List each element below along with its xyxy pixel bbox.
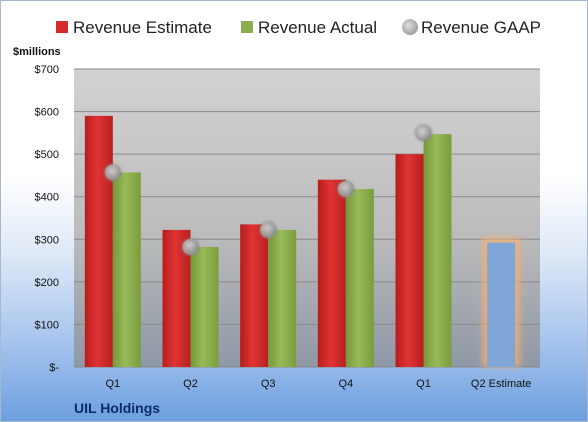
y-tick-label: $500: [35, 149, 59, 161]
legend-swatch: [241, 21, 253, 33]
legend: Revenue Estimate Revenue Actual Revenue GA…: [56, 18, 541, 37]
projection-bar: [487, 242, 516, 367]
gaap-markers: [103, 123, 433, 256]
gaap-marker: [260, 221, 277, 238]
estimate-bar: [84, 115, 113, 367]
legend-swatch: [56, 21, 68, 33]
y-tick-label: $400: [35, 192, 59, 204]
grid-lines: [74, 68, 540, 368]
y-tick-label: $100: [35, 319, 59, 331]
x-tick-label: Q4: [338, 378, 353, 390]
gaap-marker: [337, 181, 354, 198]
actual-bar: [268, 229, 297, 367]
actual-bar: [345, 189, 374, 367]
bars: [84, 115, 521, 367]
estimate-bar: [317, 179, 346, 367]
legend-label: Revenue Estimate: [73, 18, 212, 37]
legend-label: Revenue Actual: [258, 18, 377, 37]
y-tick-label: $-: [49, 362, 59, 374]
company-name: UIL Holdings: [74, 400, 160, 416]
actual-bar: [423, 134, 452, 367]
gaap-marker: [182, 238, 199, 255]
plot-area: [74, 69, 540, 367]
x-tick-label: Q2: [183, 378, 198, 390]
x-tick-label: Q3: [261, 378, 276, 390]
legend-swatch: [402, 19, 418, 35]
x-tick-label: Q1: [105, 378, 120, 390]
legend-label: Revenue GAAP: [421, 18, 541, 37]
gaap-marker: [104, 164, 121, 181]
y-tick-label: $200: [35, 277, 59, 289]
actual-bar: [190, 246, 219, 367]
y-axis-ticks: $- $100 $200 $300 $400 $500 $600 $700: [35, 64, 60, 374]
y-tick-label: $600: [35, 107, 59, 119]
x-tick-label: Q1: [416, 378, 431, 390]
actual-bar: [112, 172, 141, 367]
y-tick-label: $300: [35, 234, 59, 246]
estimate-bar: [395, 154, 424, 367]
gaap-marker: [415, 124, 432, 141]
y-axis-unit-label: $millions: [13, 46, 61, 58]
x-tick-label: Q2 Estimate: [471, 378, 532, 390]
y-tick-label: $700: [35, 64, 59, 76]
x-axis-ticks: Q1 Q2 Q3 Q4 Q1 Q2 Estimate: [105, 378, 531, 390]
estimate-bar: [240, 224, 269, 367]
